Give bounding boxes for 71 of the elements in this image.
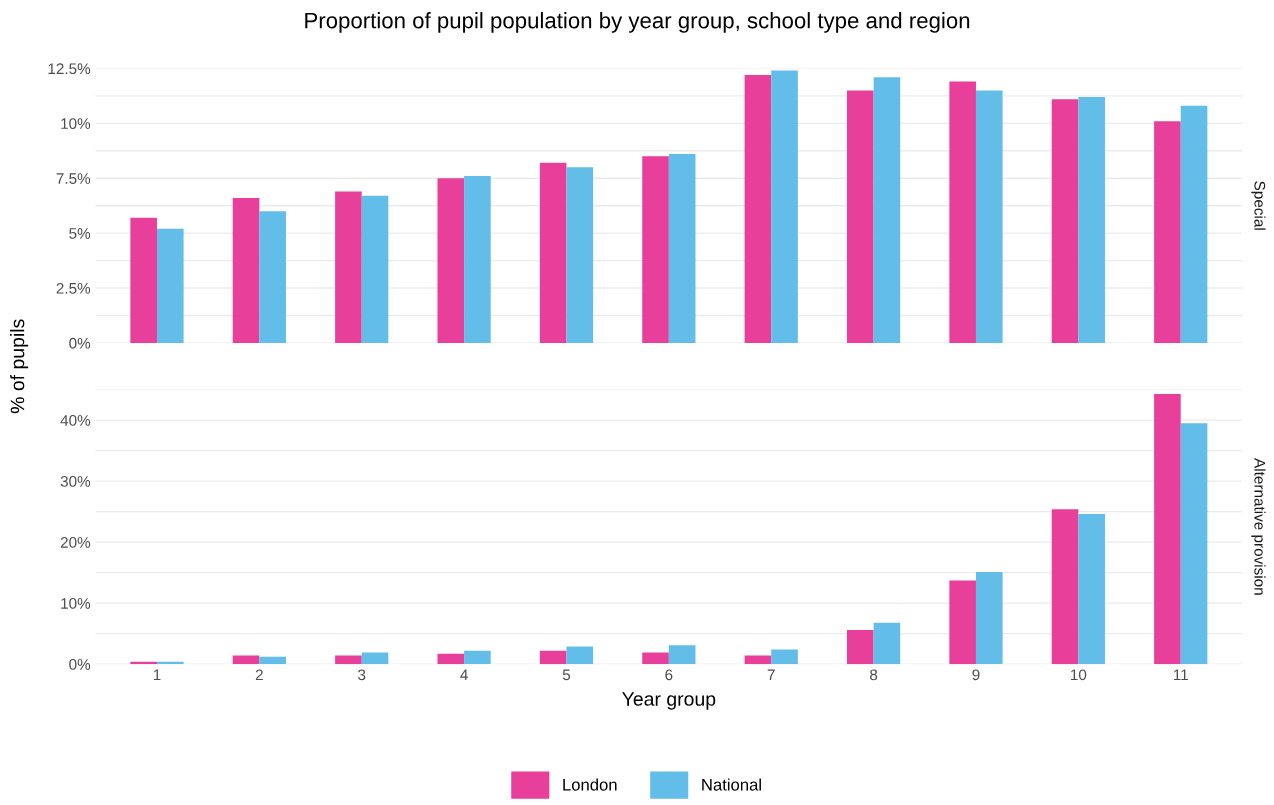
bar — [335, 655, 362, 665]
x-tick-label: 11 — [1173, 669, 1188, 681]
x-tick-label: 8 — [870, 669, 878, 681]
text: Alternative provision — [1251, 458, 1266, 595]
bar — [744, 75, 772, 343]
bar — [259, 656, 286, 665]
y-tick-label: 12.5% — [48, 63, 91, 75]
y-tick-label: 0% — [69, 658, 91, 670]
y-tick-label: 10% — [61, 597, 91, 609]
bar — [873, 622, 901, 665]
bar — [1154, 393, 1181, 665]
bar — [259, 211, 286, 343]
bar — [335, 191, 362, 343]
text: Special — [1251, 181, 1266, 230]
bar — [975, 572, 1003, 665]
bar — [771, 649, 798, 665]
bar — [437, 178, 465, 343]
x-tick-label: 2 — [255, 669, 263, 681]
bar — [846, 90, 874, 343]
x-tick-label: 5 — [562, 669, 571, 681]
y-tick-label: 10% — [61, 118, 91, 130]
bar — [156, 228, 184, 343]
y-tick-label: 30% — [60, 475, 91, 487]
bar — [846, 629, 874, 665]
x-tick-label: 4 — [460, 669, 468, 681]
bar — [873, 77, 901, 343]
x-tick-label: 6 — [665, 669, 673, 681]
legend-label: National — [702, 778, 761, 791]
bar — [539, 650, 567, 665]
bar — [642, 652, 669, 665]
x-tick-label: 3 — [358, 669, 366, 681]
x-axis-title: Year group — [622, 692, 716, 710]
bar — [232, 655, 260, 665]
bar — [437, 653, 465, 665]
x-tick-label: 10 — [1071, 669, 1087, 681]
y-tick-label: 40% — [60, 414, 91, 426]
bar — [975, 90, 1003, 343]
bar — [668, 645, 696, 665]
x-tick-label: 9 — [972, 669, 980, 681]
bar — [232, 198, 260, 343]
y-tick-label: 7.5% — [56, 173, 91, 184]
bar — [1180, 105, 1208, 343]
bar — [771, 70, 798, 343]
y-tick-label: 2.5% — [56, 282, 91, 294]
bar — [949, 81, 976, 343]
bar — [464, 650, 491, 665]
x-tick-label: 1 — [153, 669, 161, 681]
bar — [539, 162, 567, 343]
y-tick-label: 20% — [60, 536, 91, 548]
bar — [1051, 99, 1079, 343]
bar — [1154, 121, 1181, 343]
bar — [361, 195, 389, 343]
bar — [668, 154, 696, 343]
bar — [361, 652, 389, 665]
bar — [130, 217, 157, 343]
y-tick-label: 5% — [69, 228, 91, 239]
legend-label: London — [563, 778, 617, 791]
bar — [949, 580, 976, 665]
bar — [566, 646, 594, 665]
bar — [1078, 96, 1105, 343]
chart-title: Proportion of pupil population by year group, school type and region — [305, 12, 970, 33]
x-tick-label: 7 — [767, 669, 775, 681]
bar — [464, 176, 491, 343]
bar — [1051, 509, 1079, 665]
bar — [566, 167, 594, 343]
bar — [1078, 514, 1105, 665]
bar — [642, 156, 669, 343]
y-tick-label: 0% — [69, 337, 91, 349]
y-axis-title: % of pupils — [10, 319, 29, 414]
bar — [744, 655, 772, 665]
bar — [1180, 423, 1208, 665]
